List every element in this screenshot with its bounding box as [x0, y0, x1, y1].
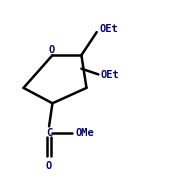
Text: OMe: OMe [75, 128, 94, 138]
Text: O: O [48, 45, 55, 55]
Text: O: O [46, 161, 52, 171]
Text: OEt: OEt [101, 70, 120, 80]
Text: OEt: OEt [99, 24, 118, 34]
Text: C: C [46, 128, 52, 138]
